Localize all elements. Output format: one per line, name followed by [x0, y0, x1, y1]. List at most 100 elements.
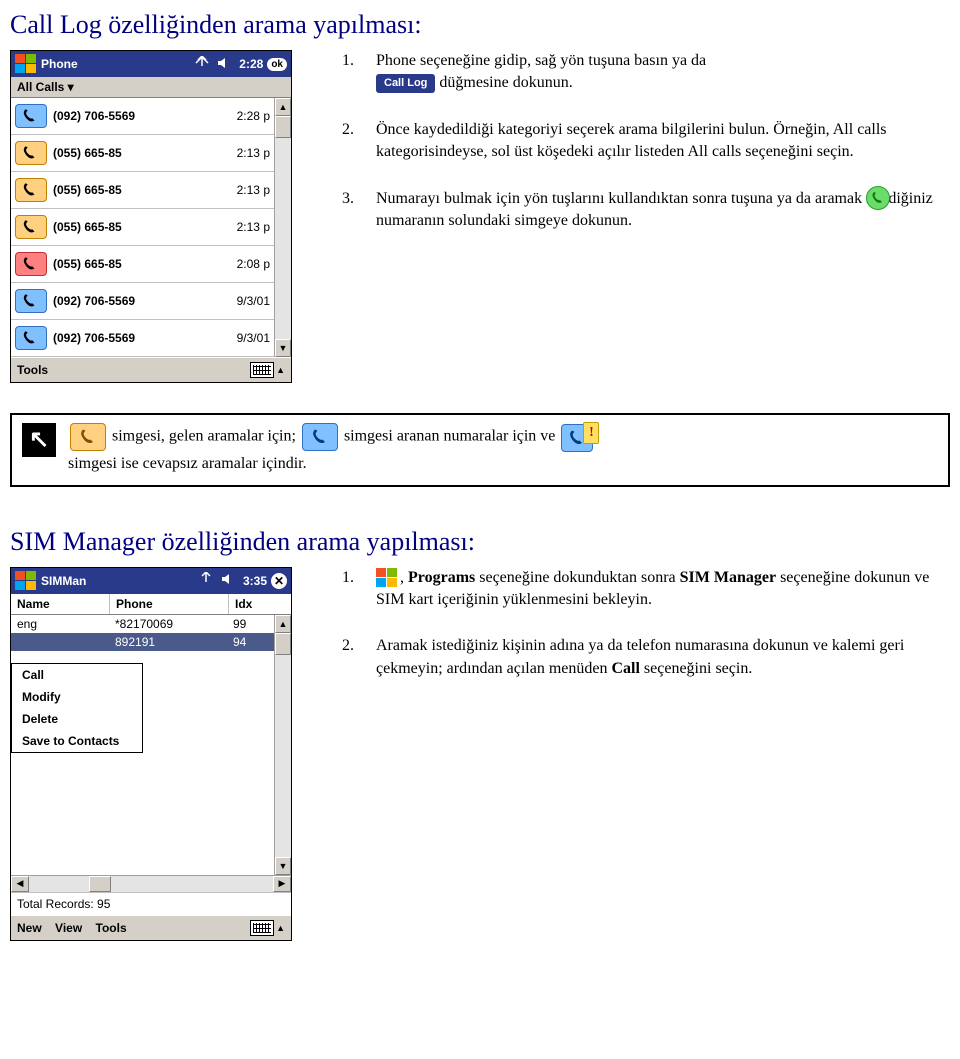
step2-text-c: seçeneğini seçin.	[640, 660, 752, 677]
col-phone[interactable]: Phone	[110, 594, 229, 614]
simman-title: SIMMan	[41, 574, 195, 588]
vertical-scrollbar[interactable]: ▲ ▼	[274, 615, 291, 875]
phone-titlebar: Phone 2:28 ok	[11, 51, 291, 77]
col-name[interactable]: Name	[11, 594, 110, 614]
call-row[interactable]: (055) 665-852:13 p	[11, 209, 274, 246]
step1-text-a: Phone seçeneğine gidip, sağ yön tuşuna b…	[376, 52, 706, 69]
new-button[interactable]: New	[17, 921, 42, 935]
close-button[interactable]: ✕	[271, 573, 287, 589]
sim-table-body: eng *82170069 99 892191 94 Call Modify D…	[11, 615, 274, 875]
list-number: 3.	[342, 188, 376, 233]
horizontal-scrollbar[interactable]: ◀ ▶	[11, 875, 291, 892]
missed-call-icon	[15, 252, 47, 276]
note-text-2: simgesi aranan numaralar için ve	[344, 428, 555, 445]
cell-idx: 94	[227, 635, 252, 649]
menu-call[interactable]: Call	[12, 664, 142, 686]
scroll-thumb[interactable]	[275, 116, 291, 138]
menu-delete[interactable]: Delete	[12, 708, 142, 730]
list-number: 1.	[342, 567, 376, 612]
phone-title: Phone	[41, 57, 191, 71]
call-row[interactable]: (055) 665-852:13 p	[11, 172, 274, 209]
call-number: (055) 665-85	[53, 146, 214, 160]
step1-text-c: seçeneğine dokunduktan sonra	[475, 569, 679, 586]
section2-instructions: 1. , Programs seçeneğine dokunduktan son…	[302, 567, 950, 941]
context-menu: Call Modify Delete Save to Contacts	[11, 663, 143, 753]
note-text-1: simgesi, gelen aramalar için;	[112, 428, 296, 445]
tools-button[interactable]: Tools	[96, 921, 127, 935]
h-scroll-thumb[interactable]	[89, 876, 111, 892]
all-calls-dropdown[interactable]: All Calls ▾	[17, 80, 74, 94]
note-text-3: simgesi ise cevapsız aramalar içindir.	[68, 455, 307, 472]
list-number: 2.	[342, 119, 376, 164]
in-call-icon	[15, 141, 47, 165]
windows-logo-icon	[15, 571, 37, 591]
clock-text: 3:35	[243, 574, 267, 588]
scroll-left-button[interactable]: ◀	[11, 876, 29, 892]
list-number: 1.	[342, 50, 376, 95]
total-records-label: Total Records: 95	[11, 892, 291, 915]
call-row[interactable]: (055) 665-852:13 p	[11, 135, 274, 172]
section1-instructions: 1. Phone seçeneğine gidip, sağ yön tuşun…	[302, 50, 950, 383]
menu-save-to-contacts[interactable]: Save to Contacts	[12, 730, 142, 752]
call-row[interactable]: (055) 665-852:08 p	[11, 246, 274, 283]
sim-table-header: Name Phone Idx	[11, 594, 291, 615]
call-time: 9/3/01	[214, 331, 270, 345]
call-row[interactable]: (092) 706-55699/3/01	[11, 320, 274, 357]
call-time: 2:28 p	[214, 109, 270, 123]
scroll-down-button[interactable]: ▼	[275, 339, 291, 357]
call-row[interactable]: (092) 706-55692:28 p	[11, 98, 274, 135]
list-number: 2.	[342, 635, 376, 680]
scroll-down-button[interactable]: ▼	[275, 857, 291, 875]
call-log-button-graphic: Call Log	[376, 74, 435, 93]
vertical-scrollbar[interactable]: ▲ ▼	[274, 98, 291, 357]
section1-heading: Call Log özelliğinden arama yapılması:	[10, 10, 950, 40]
cell-idx: 99	[227, 617, 252, 631]
outgoing-call-icon	[302, 423, 338, 451]
step1-text-a: ,	[400, 569, 404, 586]
call-number: (055) 665-85	[53, 257, 214, 271]
keyboard-icon[interactable]	[250, 920, 274, 936]
tools-button[interactable]: Tools	[17, 363, 48, 377]
step1-programs: Programs	[408, 569, 475, 586]
antenna-icon	[199, 572, 213, 589]
call-row[interactable]: (092) 706-55699/3/01	[11, 283, 274, 320]
scroll-up-button[interactable]: ▲	[275, 615, 291, 633]
clock-text: 2:28	[239, 57, 263, 71]
step1-text-b: düğmesine dokunun.	[439, 74, 572, 91]
simman-screenshot: SIMMan 3:35 ✕ Name Phone Idx eng *821700…	[10, 567, 292, 941]
scroll-thumb[interactable]	[275, 633, 291, 655]
missed-call-icon: !	[561, 424, 597, 450]
col-idx[interactable]: Idx	[229, 594, 291, 614]
call-number: (055) 665-85	[53, 220, 214, 234]
step2-text: Önce kaydedildiği kategoriyi seçerek ara…	[376, 119, 950, 164]
call-list: (092) 706-55692:28 p(055) 665-852:13 p(0…	[11, 98, 274, 357]
speaker-icon	[217, 56, 231, 73]
in-call-icon	[15, 178, 47, 202]
scroll-up-button[interactable]: ▲	[275, 98, 291, 116]
call-number: (055) 665-85	[53, 183, 214, 197]
note-box: ↖ simgesi, gelen aramalar için; simgesi …	[10, 413, 950, 487]
step1-simmanager: SIM Manager	[680, 569, 776, 586]
table-row[interactable]: eng *82170069 99	[11, 615, 274, 633]
call-number: (092) 706-5569	[53, 294, 214, 308]
simman-titlebar: SIMMan 3:35 ✕	[11, 568, 291, 594]
menu-modify[interactable]: Modify	[12, 686, 142, 708]
call-time: 2:13 p	[214, 220, 270, 234]
keyboard-chevron-icon[interactable]: ▲	[276, 923, 285, 933]
keyboard-chevron-icon[interactable]: ▲	[276, 365, 285, 375]
phone-screenshot: Phone 2:28 ok All Calls ▾ (092) 706-5569…	[10, 50, 292, 383]
call-time: 2:08 p	[214, 257, 270, 271]
step2-call: Call	[611, 660, 639, 677]
cell-name: eng	[11, 617, 109, 631]
view-button[interactable]: View	[55, 921, 82, 935]
keyboard-icon[interactable]	[250, 362, 274, 378]
table-row-selected[interactable]: 892191 94	[11, 633, 274, 651]
cell-phone: 892191	[109, 635, 227, 649]
ok-button[interactable]: ok	[267, 58, 287, 71]
windows-logo-icon	[15, 54, 37, 74]
out-call-icon	[15, 289, 47, 313]
green-phone-icon	[866, 186, 890, 210]
in-call-icon	[15, 215, 47, 239]
scroll-right-button[interactable]: ▶	[273, 876, 291, 892]
start-menu-icon	[376, 568, 398, 588]
